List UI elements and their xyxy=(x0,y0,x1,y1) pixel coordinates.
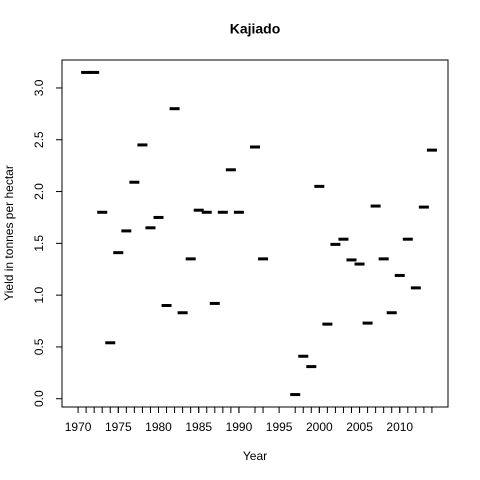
x-tick-label: 1980 xyxy=(145,420,172,434)
y-tick-label: 2.5 xyxy=(32,131,46,148)
y-tick-label: 1.5 xyxy=(32,235,46,252)
x-axis-label: Year xyxy=(243,449,267,463)
y-tick-label: 0.5 xyxy=(32,338,46,355)
x-tick-label: 1985 xyxy=(185,420,212,434)
x-tick-label: 2005 xyxy=(346,420,373,434)
x-tick-label: 1995 xyxy=(266,420,293,434)
y-axis-label: Yield in tonnes per hectar xyxy=(2,165,16,301)
chart-title: Kajiado xyxy=(230,21,281,37)
x-tick-label: 1970 xyxy=(65,420,92,434)
y-tick-label: 1.0 xyxy=(32,286,46,303)
y-tick-label: 0.0 xyxy=(32,390,46,407)
plot-frame xyxy=(61,59,449,408)
y-tick-label: 2.0 xyxy=(32,183,46,200)
x-tick-label: 2000 xyxy=(306,420,333,434)
x-tick-label: 1990 xyxy=(226,420,253,434)
x-tick-label: 1975 xyxy=(105,420,132,434)
y-tick-label: 3.0 xyxy=(32,79,46,96)
x-tick-label: 2010 xyxy=(386,420,413,434)
